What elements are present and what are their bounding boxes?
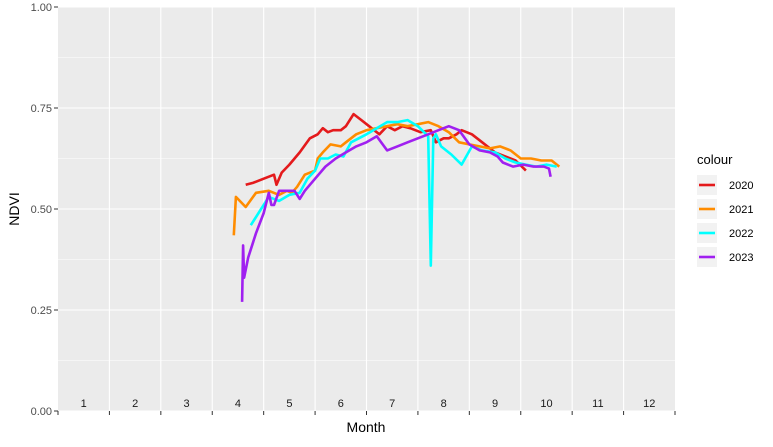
x-tick-label: 10 [540, 398, 552, 410]
series-lines [232, 112, 561, 302]
x-axis-title: Month [347, 419, 386, 435]
x-tick-label: 6 [338, 398, 344, 410]
y-tick-label: 0.75 [31, 103, 52, 115]
x-tick-label: 11 [592, 398, 603, 410]
major-gridlines [58, 6, 675, 412]
y-axis: 0.00 0.25 0.50 0.75 1.00 [31, 2, 58, 418]
x-tick-label: 4 [235, 398, 241, 410]
x-tick-label: 3 [183, 398, 189, 410]
y-tick-label: 1.00 [31, 2, 52, 14]
legend: colour 2020 2021 2022 2023 [697, 152, 753, 267]
y-axis-title: NDVI [6, 192, 22, 225]
x-tick-label: 7 [389, 398, 395, 410]
series-line-2022 [249, 118, 557, 267]
x-tick-label: 8 [441, 398, 447, 410]
y-tick-label: 0.25 [31, 305, 52, 317]
x-tick-label: 5 [286, 398, 292, 410]
x-tick-label: 2 [132, 398, 138, 410]
legend-label-2020: 2020 [729, 180, 753, 192]
legend-label-2021: 2021 [729, 204, 753, 216]
y-tick-label: 0.50 [31, 204, 52, 216]
x-tick-label: 9 [492, 398, 498, 410]
series-line-2023 [240, 124, 552, 302]
legend-title: colour [697, 152, 733, 167]
legend-label-2022: 2022 [729, 228, 753, 240]
x-tick-label: 12 [643, 398, 655, 410]
x-axis: 1 2 3 4 5 6 7 8 9 10 11 12 [57, 398, 676, 415]
x-tick-label: 1 [81, 398, 87, 410]
legend-label-2023: 2023 [729, 252, 753, 264]
y-tick-label: 0.00 [31, 406, 52, 418]
